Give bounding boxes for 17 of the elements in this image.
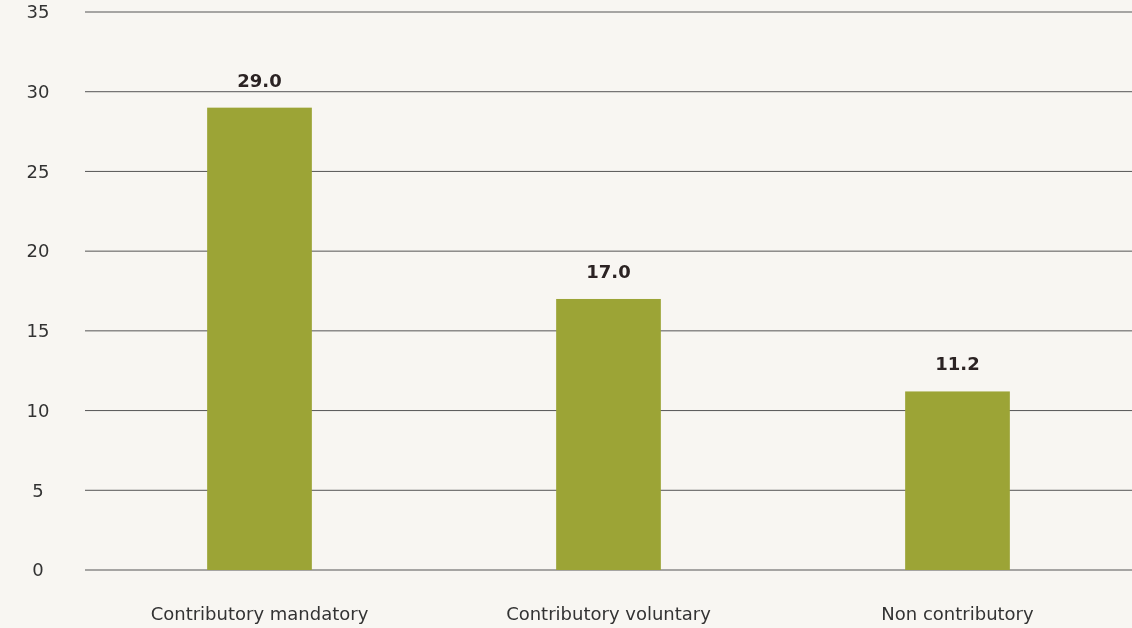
data-label: 29.0 bbox=[237, 69, 282, 91]
y-tick-label: 20 bbox=[26, 240, 50, 262]
data-label: 11.2 bbox=[935, 353, 980, 375]
bar bbox=[207, 107, 312, 570]
bar bbox=[556, 298, 661, 570]
y-tick-label: 25 bbox=[26, 160, 50, 182]
y-tick-label: 15 bbox=[26, 320, 50, 342]
y-tick-label: 30 bbox=[26, 80, 50, 102]
y-tick-label: 10 bbox=[26, 399, 50, 421]
x-tick-label: Non contributory bbox=[881, 603, 1035, 624]
y-tick-label: 35 bbox=[26, 1, 50, 23]
data-label: 17.0 bbox=[586, 260, 631, 282]
x-tick-label: Contributory voluntary bbox=[506, 603, 712, 624]
y-tick-label: 0 bbox=[32, 559, 44, 581]
y-tick-label: 5 bbox=[32, 479, 44, 501]
bar bbox=[905, 391, 1010, 570]
x-tick-label: Contributory mandatory bbox=[150, 603, 369, 624]
